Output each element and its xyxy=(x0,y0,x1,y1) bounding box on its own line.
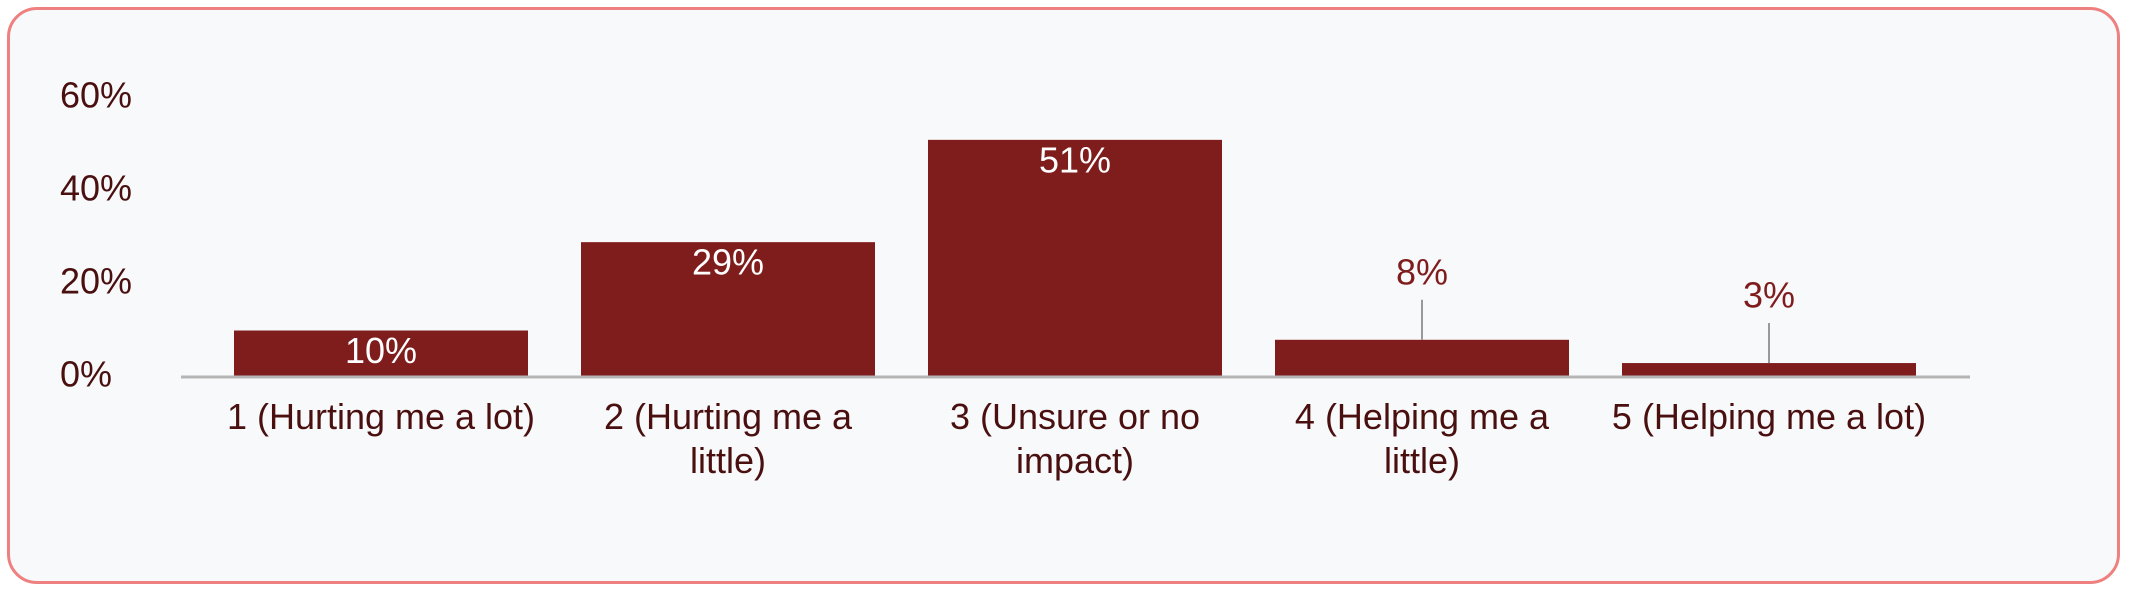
x-tick-label: 4 (Helping me a little) xyxy=(1294,396,1550,481)
x-tick-label: 1 (Hurting me a lot) xyxy=(226,396,536,437)
x-tick-label: 2 (Hurting me a little) xyxy=(603,396,853,481)
bar xyxy=(1622,363,1916,377)
value-label: 10% xyxy=(345,330,417,371)
y-tick-label: 20% xyxy=(60,261,132,302)
x-tick-label: 5 (Helping me a lot) xyxy=(1611,396,1927,437)
y-tick-label: 40% xyxy=(60,168,132,209)
bar xyxy=(581,242,875,377)
bar xyxy=(1275,339,1569,377)
y-tick-label: 60% xyxy=(60,75,132,116)
value-label: 8% xyxy=(1396,251,1448,292)
value-label: 3% xyxy=(1743,275,1795,316)
x-tick-label: 3 (Unsure or no impact) xyxy=(949,396,1201,481)
bar xyxy=(234,330,528,377)
value-label: 29% xyxy=(692,242,764,283)
bar xyxy=(928,139,1222,377)
value-label: 51% xyxy=(1039,139,1111,180)
y-tick-label: 0% xyxy=(60,354,112,395)
